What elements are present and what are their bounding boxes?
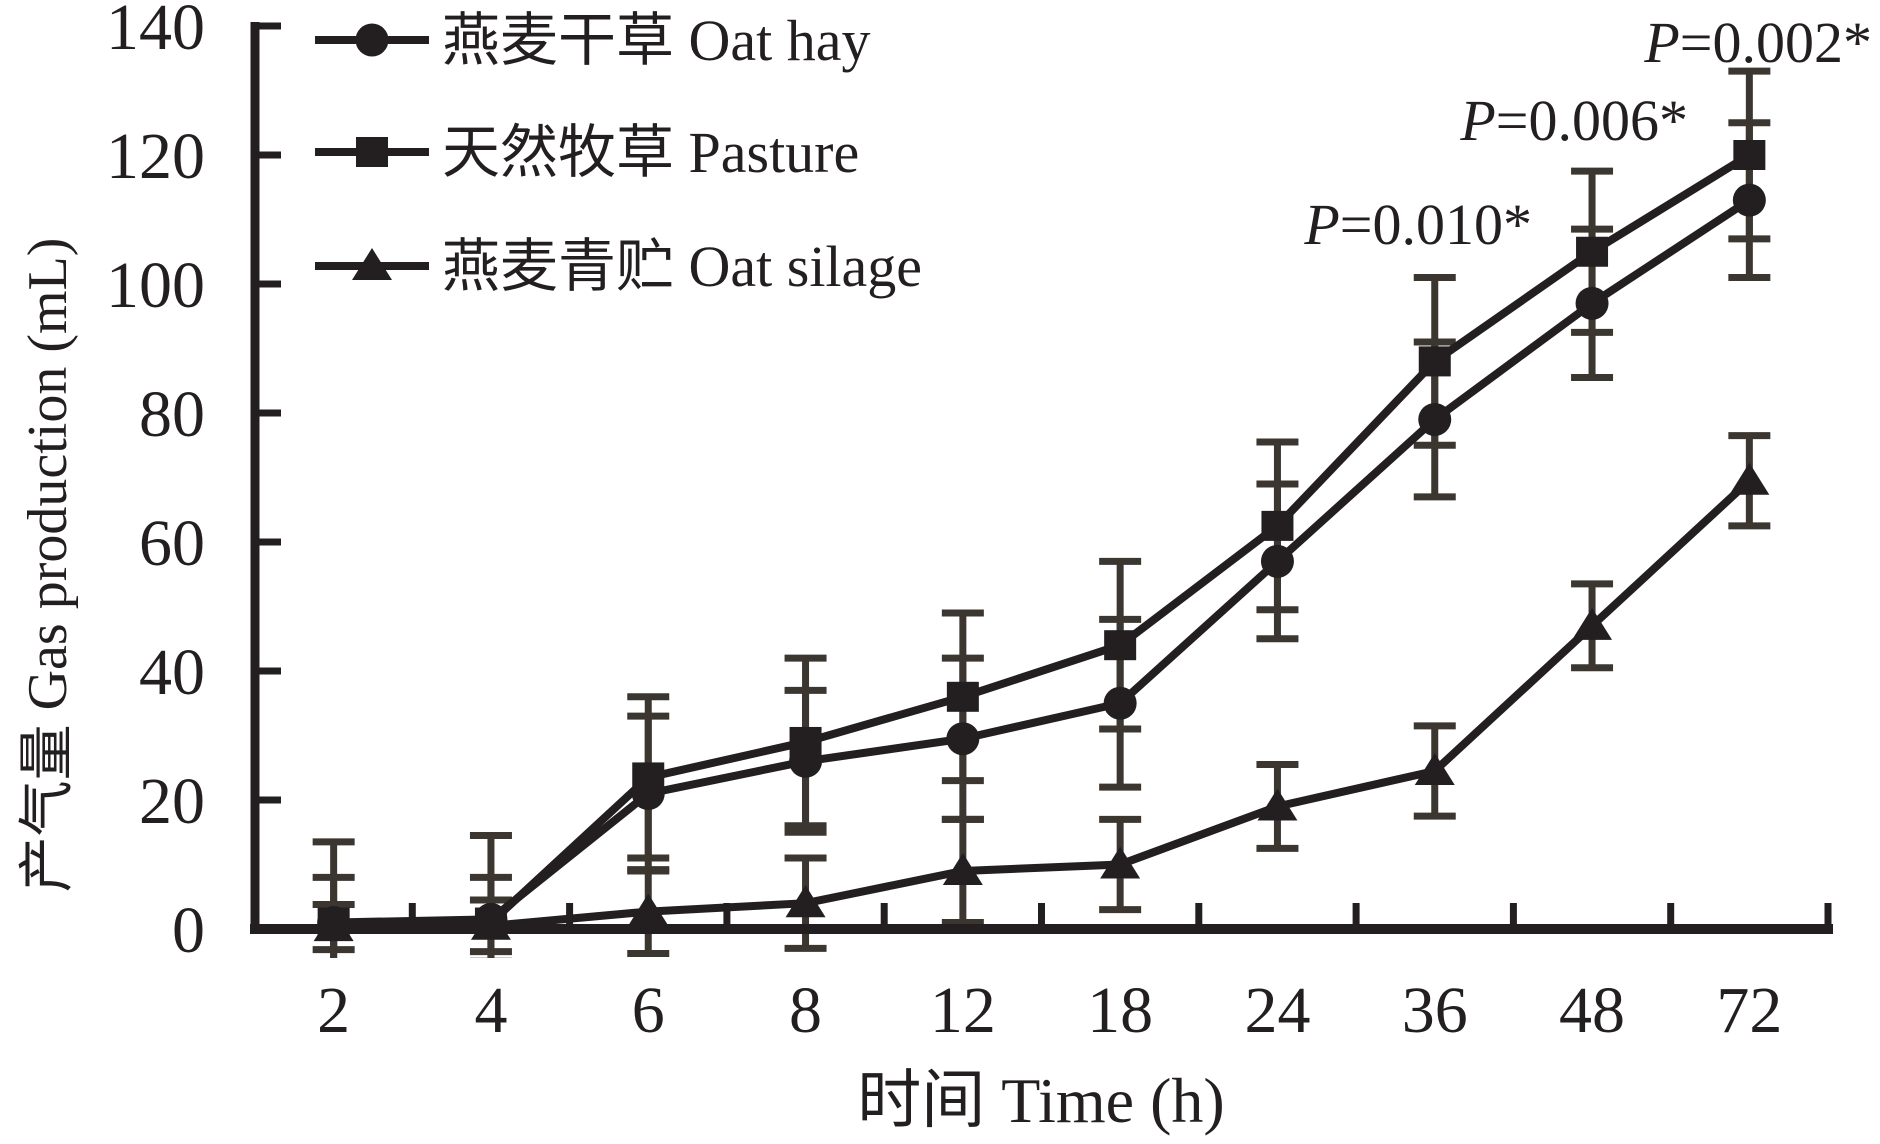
legend-item-pasture: 天然牧草 Pasture bbox=[315, 120, 859, 185]
triangle-marker bbox=[1100, 846, 1141, 879]
y-tick-label: 120 bbox=[106, 120, 205, 193]
p-value-annotation: P=0.002* bbox=[1643, 10, 1872, 75]
square-marker bbox=[946, 681, 979, 712]
axes bbox=[250, 22, 1833, 934]
series-line-pasture bbox=[333, 151, 1752, 927]
p-value-annotation: P=0.010* bbox=[1303, 192, 1532, 257]
circle-marker bbox=[946, 722, 980, 756]
square-marker bbox=[789, 726, 822, 757]
triangle-marker bbox=[942, 852, 983, 885]
series-line-oat-hay bbox=[333, 196, 1752, 927]
legend: 燕麦干草 Oat hay 天然牧草 Pasture 燕麦青贮 Oat silage bbox=[315, 8, 922, 299]
triangle-marker bbox=[1414, 752, 1455, 785]
x-tick-label: 2 bbox=[317, 974, 350, 1047]
triangle-marker bbox=[785, 885, 826, 918]
triangle-marker bbox=[628, 893, 669, 926]
x-tick-label: 24 bbox=[1244, 974, 1310, 1047]
y-tick-label: 0 bbox=[172, 894, 205, 967]
y-tick-label: 40 bbox=[139, 636, 205, 709]
x-tick-label: 36 bbox=[1402, 974, 1468, 1047]
x-axis-title: 时间 Time (h) bbox=[857, 1065, 1224, 1136]
triangle-marker bbox=[1257, 788, 1298, 821]
square-marker bbox=[1104, 630, 1137, 661]
y-tick-label: 60 bbox=[139, 507, 205, 580]
legend-square-marker bbox=[356, 137, 388, 167]
circle-marker bbox=[1260, 544, 1294, 578]
x-tick-label: 8 bbox=[789, 974, 822, 1047]
x-tick-label: 4 bbox=[474, 974, 507, 1047]
legend-label: 天然牧草 Pasture bbox=[442, 120, 859, 185]
series-line-oat-silage bbox=[333, 477, 1753, 932]
square-marker bbox=[1418, 346, 1451, 377]
square-marker bbox=[1733, 140, 1766, 170]
y-axis-title: 产气量 Gas production (mL) bbox=[17, 238, 79, 893]
legend-item-oat-silage: 燕麦青贮 Oat silage bbox=[315, 234, 922, 299]
circle-marker bbox=[1418, 402, 1452, 436]
square-marker bbox=[1261, 510, 1294, 541]
y-tick-label: 80 bbox=[139, 378, 205, 451]
circle-marker bbox=[1103, 686, 1137, 720]
x-tick-label: 18 bbox=[1087, 974, 1153, 1047]
legend-label: 燕麦青贮 Oat silage bbox=[442, 234, 922, 299]
series-markers-pasture bbox=[317, 140, 1766, 938]
triangle-marker bbox=[1572, 607, 1613, 640]
legend-item-oat-hay: 燕麦干草 Oat hay bbox=[315, 8, 871, 73]
legend-label: 燕麦干草 Oat hay bbox=[442, 8, 871, 73]
square-marker bbox=[1576, 236, 1609, 267]
square-marker bbox=[632, 762, 665, 793]
x-tick-label: 12 bbox=[930, 974, 996, 1047]
circle-marker bbox=[1732, 183, 1766, 217]
y-tick-label: 100 bbox=[106, 249, 205, 322]
p-value-annotation: P=0.006* bbox=[1459, 88, 1688, 153]
x-tick-label: 48 bbox=[1559, 974, 1625, 1047]
circle-marker bbox=[1575, 286, 1609, 320]
x-tick-label: 72 bbox=[1716, 974, 1782, 1047]
legend-triangle-marker bbox=[352, 248, 392, 280]
triangle-marker bbox=[1729, 462, 1770, 495]
x-tick-label: 6 bbox=[632, 974, 665, 1047]
y-tick-label: 140 bbox=[106, 0, 205, 64]
y-tick-label: 20 bbox=[139, 765, 205, 838]
legend-circle-marker bbox=[355, 23, 389, 57]
